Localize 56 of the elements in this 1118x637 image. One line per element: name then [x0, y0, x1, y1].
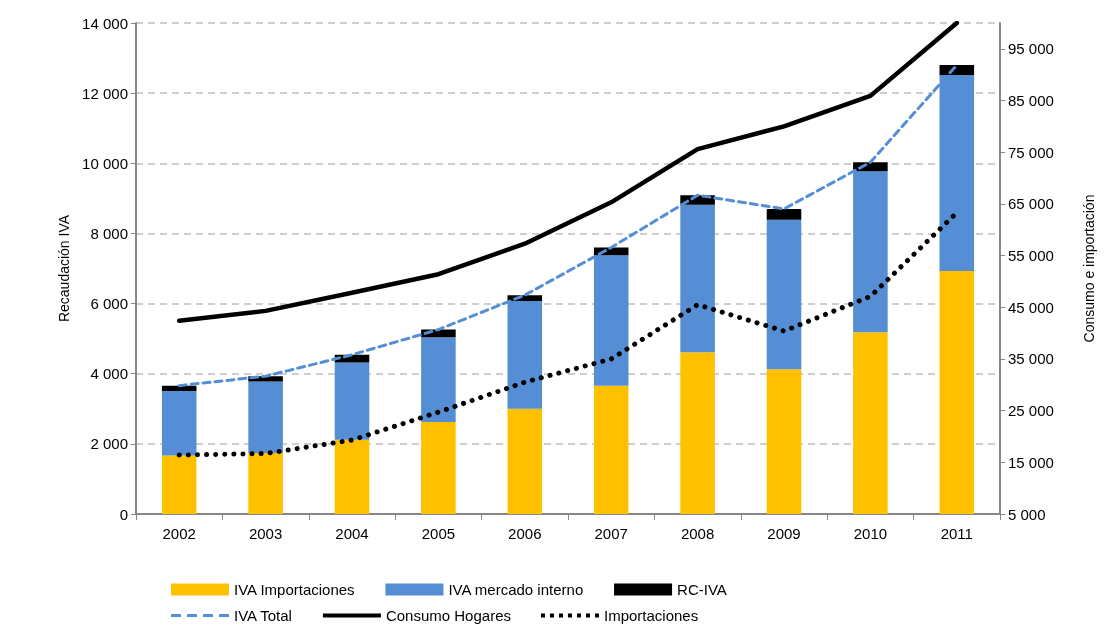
legend-label: Importaciones — [603, 607, 699, 624]
y2-tick-label: 25 000 — [1008, 402, 1054, 420]
y-tick-label: 12 000 — [82, 84, 128, 102]
legend-label: IVA Total — [234, 607, 292, 624]
x-tick-label: 2003 — [248, 525, 283, 542]
bar — [334, 362, 370, 440]
x-tick-label: 2006 — [508, 525, 542, 542]
x-tick-label: 2004 — [335, 525, 369, 542]
bar — [161, 385, 197, 391]
bar — [939, 65, 975, 75]
bar — [421, 422, 456, 514]
bar — [248, 452, 283, 514]
bar — [507, 408, 543, 514]
legend-label: IVA Importaciones — [234, 581, 355, 598]
x-tick-label: 2002 — [162, 525, 196, 542]
x-tick-label: 2010 — [853, 525, 888, 542]
y2-tick-label: 45 000 — [1008, 298, 1054, 316]
bar — [939, 270, 975, 514]
bar — [766, 219, 802, 370]
bar — [161, 455, 197, 514]
y2-axis-title: Consumo e importación — [1081, 194, 1097, 343]
y2-tick-label: 65 000 — [1008, 195, 1054, 213]
y2-tick-label: 15 000 — [1008, 453, 1054, 471]
legend-label: RC-IVA — [677, 581, 727, 598]
y2-tick-label: 75 000 — [1008, 143, 1054, 161]
x-tick-label: 2011 — [940, 525, 973, 542]
x-tick-label: 2009 — [767, 525, 801, 542]
bar — [680, 352, 715, 514]
y2-tick-label: 95 000 — [1008, 40, 1054, 58]
y-tick-label: 6 000 — [90, 295, 128, 313]
y-tick-label: 0 — [119, 505, 128, 523]
y-tick-label: 8 000 — [90, 224, 128, 242]
bar — [161, 390, 197, 456]
y2-tick-label: 85 000 — [1008, 92, 1054, 110]
bar — [593, 385, 629, 514]
y2-tick-label: 5 000 — [1008, 505, 1046, 523]
x-tick-label: 2007 — [594, 525, 628, 542]
bar — [853, 332, 888, 514]
legend-label: IVA mercado interno — [448, 581, 584, 598]
y-tick-label: 10 000 — [82, 154, 128, 172]
bar — [853, 171, 888, 333]
y-tick-label: 4 000 — [90, 365, 128, 383]
bar — [248, 381, 283, 453]
y-tick-label: 14 000 — [82, 14, 128, 32]
y-tick-label: 2 000 — [90, 435, 128, 453]
bar — [680, 204, 715, 353]
legend-label: Consumo Hogares — [385, 607, 511, 624]
y-axis-title: Recaudación IVA — [56, 214, 73, 323]
y2-tick-label: 55 000 — [1008, 247, 1054, 265]
bar — [334, 439, 370, 514]
y2-tick-label: 35 000 — [1008, 350, 1054, 368]
line-series — [176, 20, 960, 323]
bar — [766, 369, 802, 514]
x-tick-label: 2005 — [421, 525, 456, 542]
bar — [766, 208, 802, 220]
x-tick-label: 2008 — [680, 525, 715, 542]
